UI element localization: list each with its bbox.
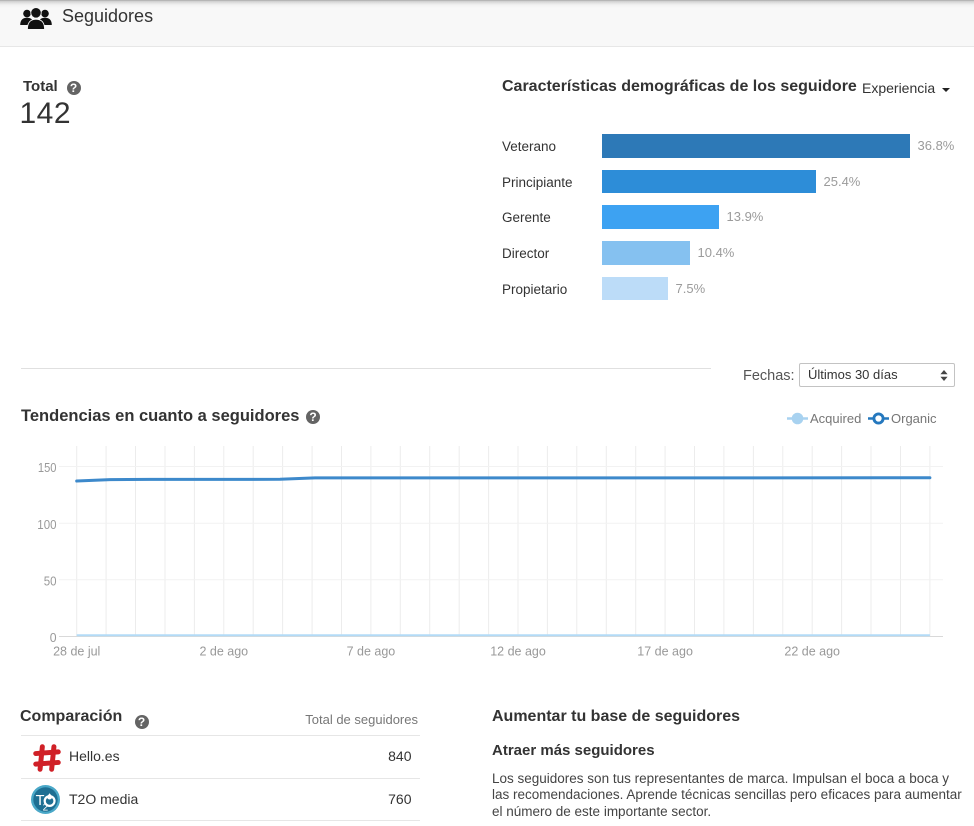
svg-text:Organic: Organic	[891, 411, 937, 426]
svg-text:7 de ago: 7 de ago	[347, 645, 396, 659]
svg-text:2 de ago: 2 de ago	[199, 645, 248, 659]
svg-text:150: 150	[38, 461, 57, 475]
svg-text:12 de ago: 12 de ago	[490, 645, 546, 659]
svg-text:100: 100	[37, 518, 56, 532]
svg-text:T: T	[36, 793, 45, 809]
svg-text:17 de ago: 17 de ago	[637, 645, 693, 659]
svg-text:50: 50	[44, 575, 57, 589]
svg-text:0: 0	[50, 631, 57, 645]
svg-text:Acquired: Acquired	[810, 411, 861, 426]
svg-text:22 de ago: 22 de ago	[784, 645, 840, 659]
svg-text:28 de jul: 28 de jul	[53, 645, 100, 659]
svg-text:2: 2	[43, 803, 49, 814]
